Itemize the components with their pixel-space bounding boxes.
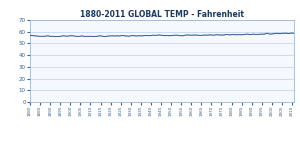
Title: 1880-2011 GLOBAL TEMP - Fahrenheit: 1880-2011 GLOBAL TEMP - Fahrenheit [80, 10, 244, 19]
